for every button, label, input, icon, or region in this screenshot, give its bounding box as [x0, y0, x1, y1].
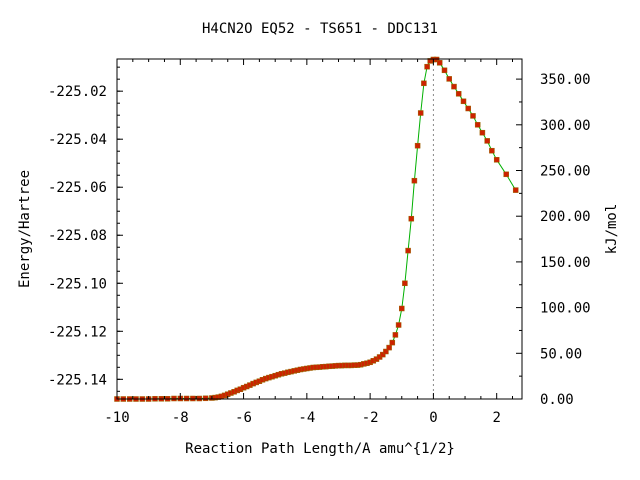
x-tick-label: -10 — [104, 410, 129, 426]
data-point — [411, 177, 418, 184]
chart-title: H4CN2O EQ52 - TS651 - DDC131 — [202, 21, 438, 37]
data-point — [386, 344, 392, 351]
data-point — [436, 60, 443, 66]
x-axis-title: Reaction Path Length/A amu^{1/2} — [185, 441, 455, 457]
data-point — [484, 138, 490, 144]
data-point — [383, 348, 389, 355]
x-tick-label: -4 — [298, 410, 315, 426]
y-tick-label: -225.12 — [48, 324, 107, 340]
y-tick-label: -225.06 — [48, 180, 107, 196]
data-point — [446, 76, 452, 82]
x-tick-label: -8 — [172, 410, 189, 426]
data-point — [441, 67, 448, 74]
data-point — [202, 395, 209, 402]
y2-tick-label: 0.00 — [540, 392, 574, 408]
y2-tick-label: 300.00 — [540, 118, 591, 134]
x-tick-label: -6 — [235, 410, 252, 426]
data-point — [474, 122, 481, 128]
data-point — [512, 187, 519, 193]
y-tick-label: -225.08 — [48, 228, 107, 244]
y-ticks: -225.02 -225.04 -225.06 -225.08 -225.10 -225.… — [48, 66, 123, 392]
y-axis-title: Energy/Hartree — [17, 170, 33, 288]
data-point — [455, 91, 462, 97]
data-point — [465, 105, 471, 112]
x-ticks: -10 -8 -6 -4 -2 0 2 — [104, 59, 514, 426]
data-point — [451, 83, 457, 90]
data-point — [417, 110, 424, 116]
data-point — [405, 247, 411, 254]
x-tick-label: -2 — [362, 410, 379, 426]
data-point — [414, 142, 421, 149]
y2-axis-title: kJ/mol — [604, 204, 620, 255]
y2-tick-label: 100.00 — [540, 301, 591, 317]
x-tick-label: 0 — [429, 410, 437, 426]
data-point — [408, 215, 415, 222]
y2-ticks: 0.00 50.00 100.00 150.00 200.00 250.00 300.00 3… — [516, 72, 591, 408]
y2-tick-label: 200.00 — [540, 209, 591, 225]
y-tick-label: -225.04 — [48, 132, 107, 148]
data-point — [395, 322, 402, 328]
x-tick-label: 2 — [492, 410, 500, 426]
series-layer — [114, 56, 519, 402]
data-point — [460, 98, 467, 105]
series-line — [117, 59, 517, 400]
data-point — [389, 339, 396, 346]
data-point — [392, 332, 399, 338]
data-point — [493, 157, 500, 163]
data-point — [421, 80, 427, 87]
data-point — [399, 305, 405, 312]
data-point — [380, 351, 386, 358]
data-point — [424, 63, 430, 70]
data-point — [503, 171, 509, 178]
data-point — [479, 129, 486, 136]
data-point — [489, 147, 495, 154]
data-point — [470, 113, 476, 119]
data-point — [402, 280, 408, 287]
y-tick-label: -225.10 — [48, 276, 107, 292]
y-tick-label: -225.14 — [48, 372, 107, 388]
plot-frame — [116, 58, 523, 400]
y2-tick-label: 350.00 — [540, 72, 591, 88]
y2-tick-label: 50.00 — [540, 346, 582, 362]
y2-tick-label: 150.00 — [540, 255, 591, 271]
y2-tick-label: 250.00 — [540, 164, 591, 180]
y-tick-label: -225.02 — [48, 84, 107, 100]
